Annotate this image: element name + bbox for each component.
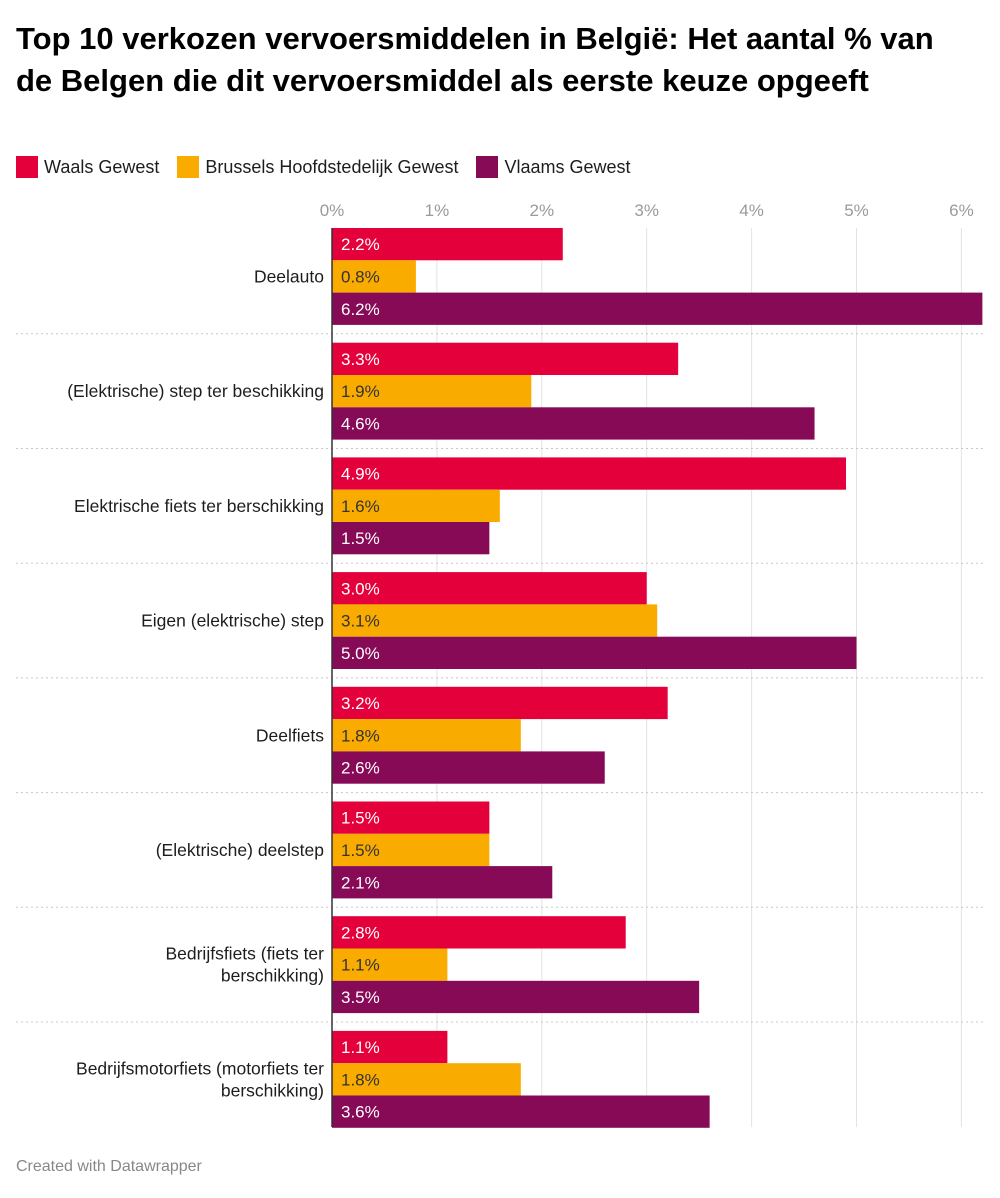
category-label-line: (Elektrische) step ter beschikking xyxy=(67,381,324,401)
legend-label-waals: Waals Gewest xyxy=(44,156,160,177)
bar-value-label-4-0: 3.2% xyxy=(341,694,380,713)
legend-item-waals: Waals Gewest xyxy=(16,156,159,178)
bar-6-0 xyxy=(332,916,626,949)
bar-value-label-7-2: 3.6% xyxy=(341,1103,380,1122)
category-label-0: Deelauto xyxy=(254,266,324,286)
legend-swatch-waals xyxy=(16,156,38,178)
bar-7-1 xyxy=(332,1063,521,1096)
bar-value-label-4-2: 2.6% xyxy=(341,759,380,778)
category-label-1: (Elektrische) step ter beschikking xyxy=(67,381,324,401)
bar-value-label-4-1: 1.8% xyxy=(341,726,380,745)
bar-value-label-5-0: 1.5% xyxy=(341,809,380,828)
bar-4-2 xyxy=(332,751,605,784)
bar-0-1 xyxy=(332,260,416,293)
bar-value-label-0-0: 2.2% xyxy=(341,235,380,254)
chart-title: Top 10 verkozen vervoersmiddelen in Belg… xyxy=(16,21,934,98)
category-label-line: berschikking) xyxy=(221,1080,324,1100)
bar-7-2 xyxy=(332,1095,710,1128)
bar-3-2 xyxy=(332,636,857,669)
bar-value-label-1-0: 3.3% xyxy=(341,350,380,369)
legend-swatch-brussels xyxy=(177,156,200,178)
legend: Waals Gewest Brussels Hoofdstedelijk Gew… xyxy=(16,154,649,180)
bar-2-2 xyxy=(332,522,490,555)
x-tick-label-5: 5% xyxy=(844,201,869,220)
bar-value-label-0-1: 0.8% xyxy=(341,267,380,286)
bar-value-label-7-1: 1.8% xyxy=(341,1070,380,1089)
bar-3-0 xyxy=(332,572,647,605)
bar-value-label-0-2: 6.2% xyxy=(341,300,380,319)
bar-value-label-6-1: 1.1% xyxy=(341,956,380,975)
category-label-2: Elektrische fiets ter berschikking xyxy=(74,496,324,516)
category-label-line: Bedrijfsmotorfiets (motorfiets ter xyxy=(76,1058,324,1078)
bar-1-0 xyxy=(332,342,679,375)
bar-value-label-7-0: 1.1% xyxy=(341,1038,380,1057)
footer-credit: Created with Datawrapper xyxy=(16,1158,202,1175)
bar-value-label-6-0: 2.8% xyxy=(341,923,380,942)
legend-swatch-vlaams xyxy=(476,156,499,178)
bar-0-0 xyxy=(332,228,563,261)
category-label-6: Bedrijfsfiets (fiets ter berschikking) xyxy=(165,944,324,986)
category-label-line: Eigen (elektrische) step xyxy=(141,611,324,631)
bar-5-2 xyxy=(332,866,553,899)
category-label-line: Deelauto xyxy=(254,266,324,286)
bar-5-1 xyxy=(332,833,490,867)
bar-0-2 xyxy=(332,292,983,325)
x-tick-label-3: 3% xyxy=(634,201,659,220)
category-label-line: Bedrijfsfiets (fiets ter xyxy=(165,944,324,964)
bar-1-2 xyxy=(332,407,815,440)
legend-item-vlaams: Vlaams Gewest xyxy=(476,156,631,178)
category-label-5: (Elektrische) deelstep xyxy=(156,840,324,860)
bar-value-label-2-0: 4.9% xyxy=(341,465,380,484)
bar-value-label-1-1: 1.9% xyxy=(341,382,380,401)
bar-7-0 xyxy=(332,1030,448,1064)
x-tick-label-1: 1% xyxy=(425,201,450,220)
legend-label-brussels: Brussels Hoofdstedelijk Gewest xyxy=(205,156,459,177)
bar-value-label-5-1: 1.5% xyxy=(341,841,380,860)
x-tick-label-4: 4% xyxy=(739,201,764,220)
category-label-line: Elektrische fiets ter berschikking xyxy=(74,496,324,516)
bar-value-label-1-2: 4.6% xyxy=(341,414,380,433)
legend-item-brussels: Brussels Hoofdstedelijk Gewest xyxy=(177,156,458,178)
legend-label-vlaams: Vlaams Gewest xyxy=(504,156,631,177)
x-tick-label-0: 0% xyxy=(320,201,345,220)
bar-value-label-6-2: 3.5% xyxy=(341,988,380,1007)
bar-3-1 xyxy=(332,604,658,637)
bar-4-1 xyxy=(332,719,521,752)
bar-5-0 xyxy=(332,801,490,834)
category-label-line: Deelfiets xyxy=(256,725,324,745)
category-label-line: berschikking) xyxy=(221,966,324,986)
category-label-4: Deelfiets xyxy=(256,725,324,745)
bar-value-label-2-2: 1.5% xyxy=(341,529,380,548)
bar-value-label-2-1: 1.6% xyxy=(341,497,380,516)
bar-1-1 xyxy=(332,375,532,408)
category-label-3: Eigen (elektrische) step xyxy=(141,611,324,631)
bar-value-label-3-2: 5.0% xyxy=(341,644,380,663)
category-label-line: (Elektrische) deelstep xyxy=(156,840,324,860)
bar-2-0 xyxy=(332,457,847,490)
x-tick-label-6: 6% xyxy=(949,201,974,220)
bar-value-label-3-1: 3.1% xyxy=(341,612,380,631)
category-label-7: Bedrijfsmotorfiets (motorfiets ter bersch… xyxy=(76,1058,324,1100)
bar-6-1 xyxy=(332,948,448,981)
bar-4-0 xyxy=(332,686,668,720)
bar-value-label-5-2: 2.1% xyxy=(341,873,380,892)
x-tick-label-2: 2% xyxy=(530,201,555,220)
bar-value-label-3-0: 3.0% xyxy=(341,579,380,598)
bar-chart: 0% 1% 2% 3% 4% 5% 6% 2.2% 0.8% 6.2% Deelauto 3.3% 1.… xyxy=(16,201,984,1128)
bar-2-1 xyxy=(332,489,500,522)
bar-6-2 xyxy=(332,980,700,1014)
